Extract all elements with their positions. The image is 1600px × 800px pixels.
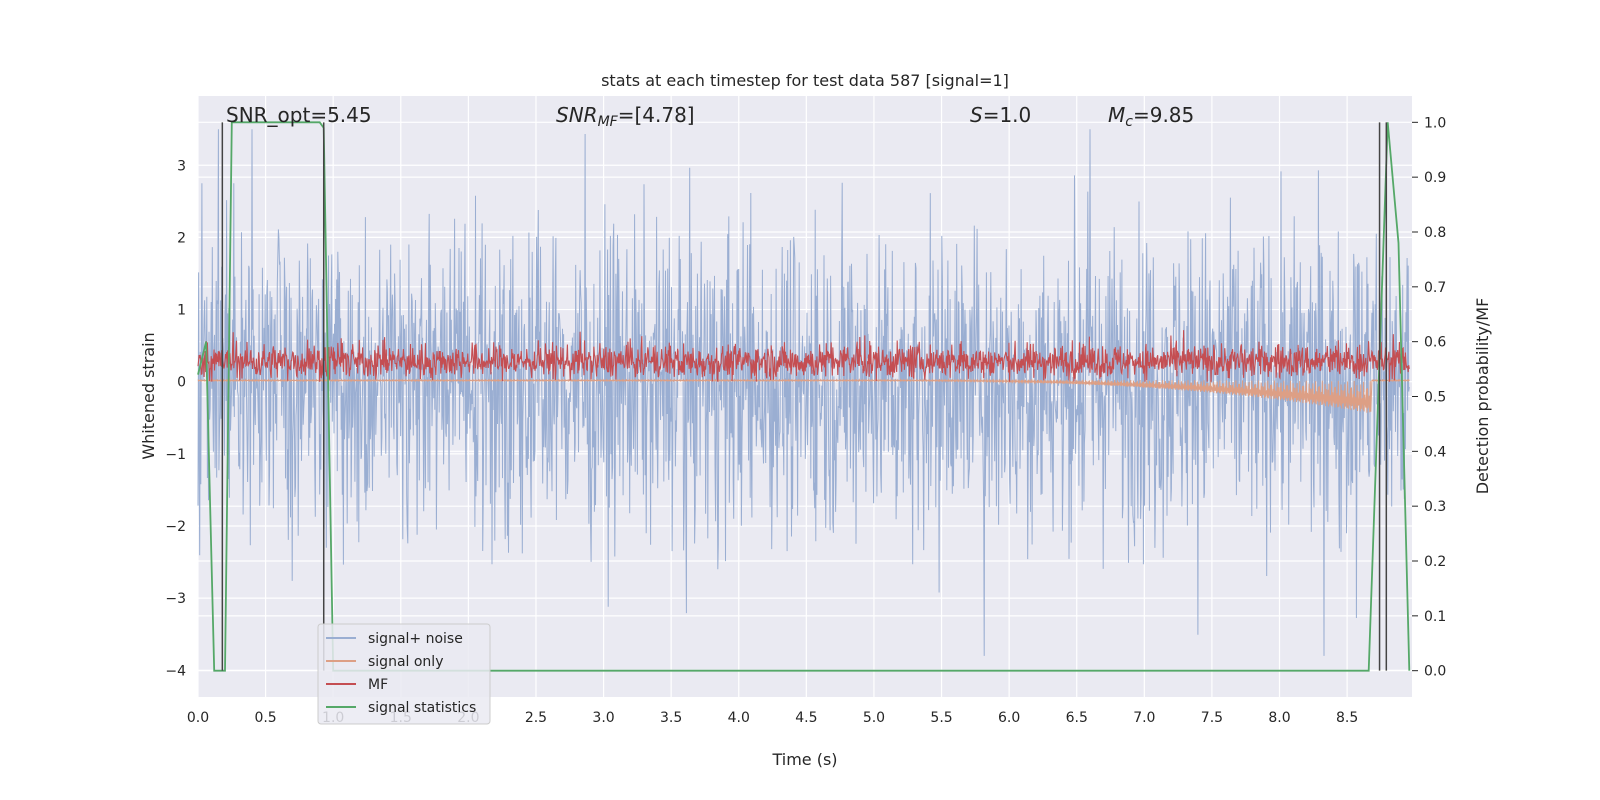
x-tick-label: 8.0 <box>1268 710 1290 726</box>
tick-layer: 0.00.51.01.52.02.53.03.54.04.55.05.56.06… <box>165 115 1446 726</box>
chart-title: stats at each timestep for test data 587… <box>601 71 1009 90</box>
y-tick-label: −3 <box>165 591 186 607</box>
x-tick-label: 8.5 <box>1336 710 1358 726</box>
legend-label-signal-only: signal only <box>368 654 443 670</box>
legend: signal+ noise signal only MF signal stat… <box>317 623 491 725</box>
y-axis-label: Whitened strain <box>139 332 158 459</box>
grid <box>197 96 1412 697</box>
x-tick-label: 6.5 <box>1066 710 1088 726</box>
x-tick-label: 0.5 <box>254 710 276 726</box>
annotation-s-main: S <box>970 103 983 127</box>
annotation-mc-main: M <box>1108 103 1125 127</box>
annotation-snr-mf-sub: MF <box>598 114 619 130</box>
series-mf <box>197 330 1410 382</box>
legend-label-mf: MF <box>368 677 388 693</box>
annotation-s: S=1.0 <box>970 103 1031 127</box>
y2-tick-label: 0.0 <box>1424 664 1446 680</box>
legend-frame <box>317 623 491 725</box>
y-tick-label: 1 <box>177 303 186 319</box>
annotation-s-rest: =1.0 <box>983 103 1032 127</box>
x-tick-label: 3.0 <box>592 710 614 726</box>
x-tick-label: 6.0 <box>998 710 1020 726</box>
annotation-snr-opt: SNR_opt=5.45 <box>226 103 372 127</box>
legend-item-signal-noise: signal+ noise <box>326 631 463 647</box>
y-tick-label: −2 <box>165 519 186 535</box>
y-tick-label: −1 <box>165 447 186 463</box>
series-layer <box>197 121 1411 672</box>
annotation-mc-rest: =9.85 <box>1133 103 1194 127</box>
y2-tick-label: 0.2 <box>1424 554 1446 570</box>
legend-label-signal-statistics: signal statistics <box>368 700 476 716</box>
annotation-snr-mf-rest: =[4.78] <box>618 103 695 127</box>
y-tick-label: 2 <box>177 230 186 246</box>
y2-tick-label: 0.9 <box>1424 170 1446 186</box>
legend-label-signal-noise: signal+ noise <box>368 631 463 647</box>
x-tick-label: 2.5 <box>525 710 547 726</box>
annotation-mc-sub: c <box>1125 114 1133 130</box>
y2-axis-label: Detection probability/MF <box>1473 298 1492 495</box>
annotation-mc: Mc=9.85 <box>1108 103 1194 130</box>
x-tick-label: 7.0 <box>1133 710 1155 726</box>
y2-tick-label: 0.3 <box>1424 499 1446 515</box>
y-tick-label: −4 <box>165 663 186 679</box>
x-tick-label: 3.5 <box>660 710 682 726</box>
y2-tick-label: 0.8 <box>1424 225 1446 241</box>
y2-tick-label: 0.1 <box>1424 609 1446 625</box>
y2-tick-label: 1.0 <box>1424 115 1446 131</box>
y-tick-label: 0 <box>177 375 186 391</box>
series-signal-only <box>197 377 1410 413</box>
annotation-snr-mf: SNRMF=[4.78] <box>556 103 695 130</box>
x-tick-label: 4.5 <box>795 710 817 726</box>
series-signal-statistics <box>197 121 1411 672</box>
series-signal-noise <box>197 129 1410 656</box>
x-tick-label: 7.5 <box>1201 710 1223 726</box>
legend-item-mf: MF <box>326 677 388 693</box>
y2-tick-label: 0.7 <box>1424 280 1446 296</box>
x-tick-label: 5.0 <box>863 710 885 726</box>
y-tick-label: 3 <box>177 158 186 174</box>
x-axis-label: Time (s) <box>771 750 837 769</box>
y2-tick-label: 0.6 <box>1424 335 1446 351</box>
x-tick-label: 0.0 <box>187 710 209 726</box>
legend-item-signal-only: signal only <box>326 654 443 670</box>
x-tick-label: 4.0 <box>728 710 750 726</box>
x-tick-label: 5.5 <box>930 710 952 726</box>
legend-item-signal-statistics: signal statistics <box>326 700 476 716</box>
y2-tick-label: 0.4 <box>1424 444 1446 460</box>
vline-layer <box>221 122 1388 671</box>
y2-tick-label: 0.5 <box>1424 390 1446 406</box>
annotation-snr-mf-main: SNR <box>556 103 598 127</box>
